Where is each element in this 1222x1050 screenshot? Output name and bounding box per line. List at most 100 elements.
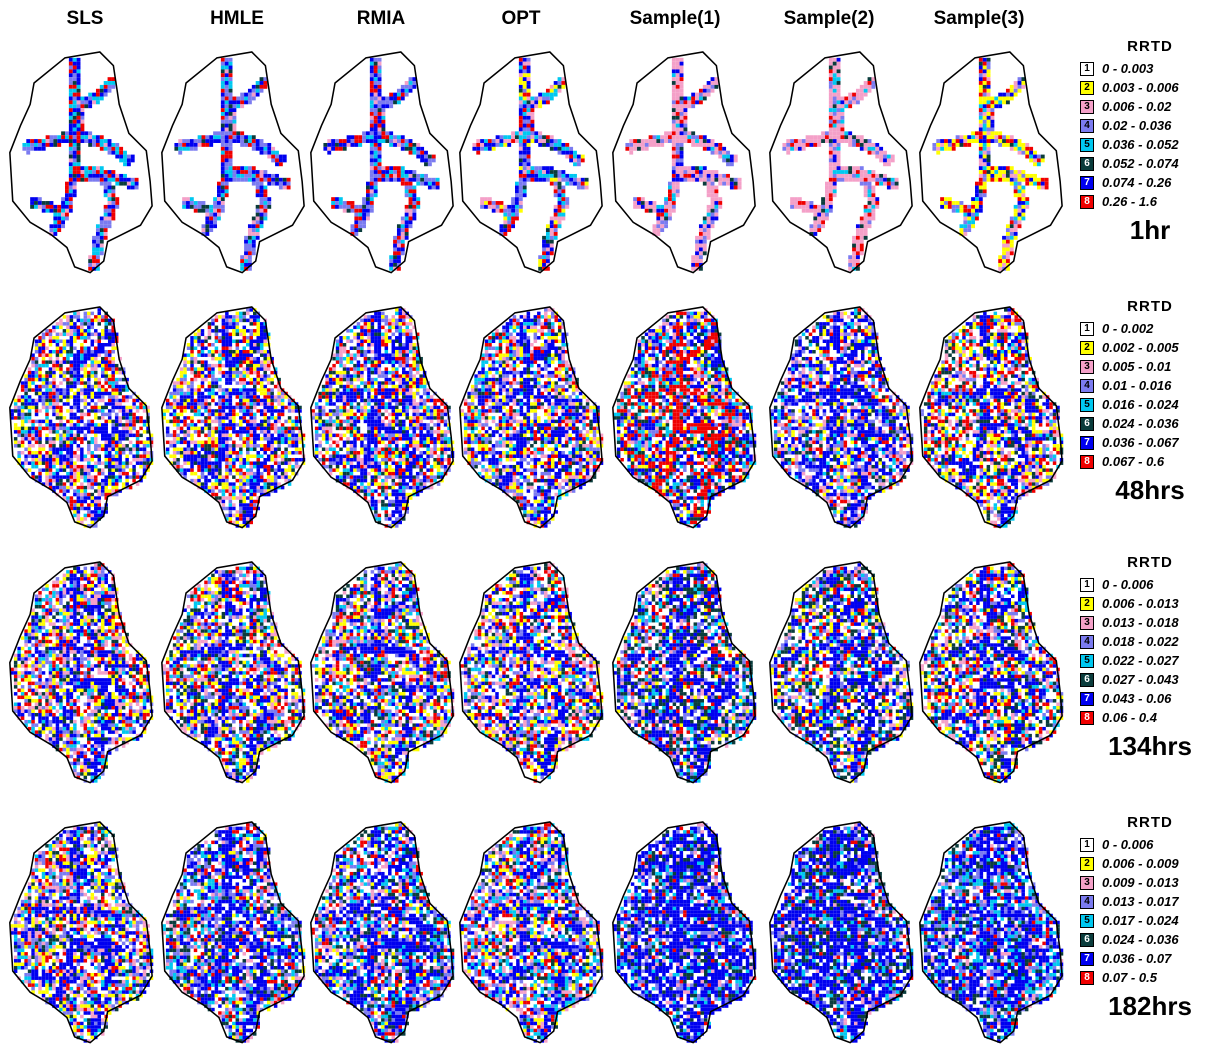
legend-range: 0 - 0.006 [1102, 837, 1153, 852]
legend-title: RRTD [1080, 814, 1220, 831]
legend-swatch: 3 [1080, 616, 1094, 630]
legend-range: 0.022 - 0.027 [1102, 653, 1179, 668]
legend-item: 7 0.074 - 0.26 [1080, 173, 1220, 192]
legend-swatch: 7 [1080, 436, 1094, 450]
legend-item: 6 0.024 - 0.036 [1080, 414, 1220, 433]
column-header-sample-2: Sample(2) [754, 8, 904, 30]
legend-swatch: 2 [1080, 857, 1094, 871]
legend-range: 0.01 - 0.016 [1102, 378, 1171, 393]
legend-item: 7 0.036 - 0.07 [1080, 949, 1220, 968]
watershed-map [306, 545, 456, 790]
legend-item: 5 0.016 - 0.024 [1080, 395, 1220, 414]
legend-range: 0.009 - 0.013 [1102, 875, 1179, 890]
legend-range: 0 - 0.003 [1102, 61, 1153, 76]
watershed-map [306, 290, 456, 535]
legend-swatch: 1 [1080, 62, 1094, 76]
legend-item: 8 0.067 - 0.6 [1080, 452, 1220, 471]
legend-item: 4 0.02 - 0.036 [1080, 116, 1220, 135]
legend-swatch: 4 [1080, 119, 1094, 133]
legend-swatch: 6 [1080, 933, 1094, 947]
legend-swatch: 7 [1080, 692, 1094, 706]
column-header-sample-1: Sample(1) [600, 8, 750, 30]
watershed-map [157, 290, 307, 535]
legend-item: 2 0.006 - 0.009 [1080, 854, 1220, 873]
legend-swatch: 5 [1080, 138, 1094, 152]
legend-range: 0.016 - 0.024 [1102, 397, 1179, 412]
legend-swatch: 7 [1080, 176, 1094, 190]
column-header-sample-3: Sample(3) [904, 8, 1054, 30]
legend-range: 0.043 - 0.06 [1102, 691, 1171, 706]
watershed-map [608, 545, 758, 790]
legend-swatch: 6 [1080, 157, 1094, 171]
watershed-map [157, 805, 307, 1050]
legend-range: 0.018 - 0.022 [1102, 634, 1179, 649]
legend-item: 8 0.06 - 0.4 [1080, 708, 1220, 727]
legend-swatch: 7 [1080, 952, 1094, 966]
watershed-map [455, 290, 605, 535]
column-header-hmle: HMLE [162, 8, 312, 30]
time-label-48hrs: 48hrs [1080, 475, 1220, 506]
legend-item: 1 0 - 0.006 [1080, 835, 1220, 854]
legend-swatch: 2 [1080, 81, 1094, 95]
column-header-opt: OPT [446, 8, 596, 30]
legend-range: 0.006 - 0.009 [1102, 856, 1179, 871]
watershed-map [765, 545, 915, 790]
legend-range: 0.02 - 0.036 [1102, 118, 1171, 133]
watershed-map [5, 290, 155, 535]
legend-item: 1 0 - 0.003 [1080, 59, 1220, 78]
legend-range: 0.002 - 0.005 [1102, 340, 1179, 355]
legend-swatch: 2 [1080, 341, 1094, 355]
column-header-sls: SLS [10, 8, 160, 30]
legend-swatch: 4 [1080, 379, 1094, 393]
legend-range: 0.036 - 0.067 [1102, 435, 1179, 450]
time-label-182hrs: 182hrs [1080, 991, 1220, 1022]
legend-swatch: 3 [1080, 876, 1094, 890]
legend-range: 0.006 - 0.02 [1102, 99, 1171, 114]
legend-swatch: 6 [1080, 417, 1094, 431]
watershed-map [5, 35, 155, 280]
legend-swatch: 8 [1080, 711, 1094, 725]
legend-item: 5 0.036 - 0.052 [1080, 135, 1220, 154]
legend-item: 3 0.006 - 0.02 [1080, 97, 1220, 116]
legend-swatch: 5 [1080, 654, 1094, 668]
watershed-map [306, 805, 456, 1050]
legend-swatch: 4 [1080, 635, 1094, 649]
legend-range: 0.027 - 0.043 [1102, 672, 1179, 687]
legend-item: 3 0.009 - 0.013 [1080, 873, 1220, 892]
legend-range: 0.26 - 1.6 [1102, 194, 1157, 209]
watershed-map [765, 805, 915, 1050]
legend-title: RRTD [1080, 298, 1220, 315]
legend-swatch: 1 [1080, 838, 1094, 852]
legend-swatch: 1 [1080, 578, 1094, 592]
legend-title: RRTD [1080, 554, 1220, 571]
legend-range: 0.06 - 0.4 [1102, 710, 1157, 725]
legend-range: 0.005 - 0.01 [1102, 359, 1171, 374]
legend-range: 0.024 - 0.036 [1102, 416, 1179, 431]
legend-item: 6 0.027 - 0.043 [1080, 670, 1220, 689]
legend-swatch: 5 [1080, 398, 1094, 412]
legend-item: 4 0.018 - 0.022 [1080, 632, 1220, 651]
legend-swatch: 8 [1080, 455, 1094, 469]
column-header-rmia: RMIA [306, 8, 456, 30]
watershed-map [765, 35, 915, 280]
legend-range: 0.006 - 0.013 [1102, 596, 1179, 611]
legend-swatch: 6 [1080, 673, 1094, 687]
watershed-map [306, 35, 456, 280]
legend-item: 4 0.01 - 0.016 [1080, 376, 1220, 395]
legend-range: 0.036 - 0.052 [1102, 137, 1179, 152]
legend-swatch: 3 [1080, 100, 1094, 114]
legend-range: 0.074 - 0.26 [1102, 175, 1171, 190]
legend-item: 5 0.022 - 0.027 [1080, 651, 1220, 670]
legend-range: 0.013 - 0.017 [1102, 894, 1179, 909]
legend-range: 0.013 - 0.018 [1102, 615, 1179, 630]
legend-range: 0.003 - 0.006 [1102, 80, 1179, 95]
legend-swatch: 5 [1080, 914, 1094, 928]
legend-range: 0.036 - 0.07 [1102, 951, 1171, 966]
legend-range: 0.067 - 0.6 [1102, 454, 1164, 469]
watershed-map [455, 805, 605, 1050]
